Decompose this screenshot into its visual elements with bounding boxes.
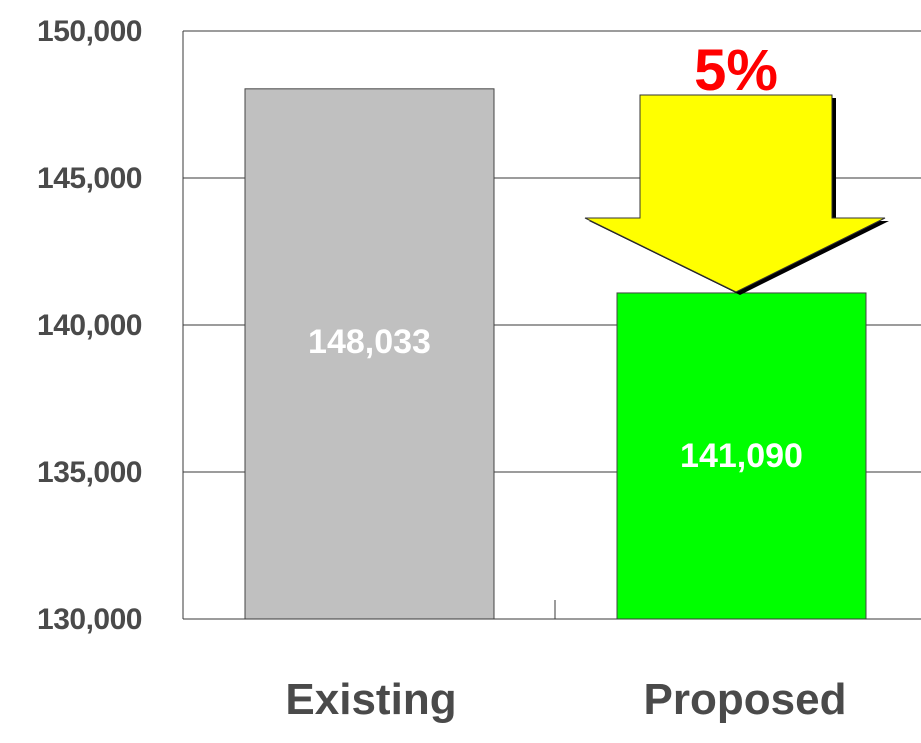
y-tick-label-0: 130,000 — [37, 603, 142, 636]
reduction-annotation: 5% — [584, 38, 889, 295]
bar-existing — [244, 88, 495, 620]
y-tick-label-1: 135,000 — [37, 456, 142, 489]
x-axis-labels: Existing Proposed — [285, 675, 846, 724]
percent-reduction-label: 5% — [694, 38, 778, 103]
bar-proposed — [616, 292, 867, 620]
y-axis-ticks: 130,000 135,000 140,000 145,000 150,000 — [37, 15, 142, 636]
y-tick-label-3: 145,000 — [37, 162, 142, 195]
y-tick-label-4: 150,000 — [37, 15, 142, 48]
category-label-proposed: Proposed — [644, 675, 847, 724]
plot-frame — [182, 31, 921, 620]
y-tick-label-2: 140,000 — [37, 309, 142, 342]
category-label-existing: Existing — [285, 675, 456, 724]
bars — [244, 88, 867, 620]
bar-value-labels: 148,033 141,090 — [308, 323, 803, 475]
bar-value-label-existing: 148,033 — [308, 323, 431, 361]
down-arrow — [584, 94, 886, 293]
bar-value-label-proposed: 141,090 — [680, 437, 803, 475]
